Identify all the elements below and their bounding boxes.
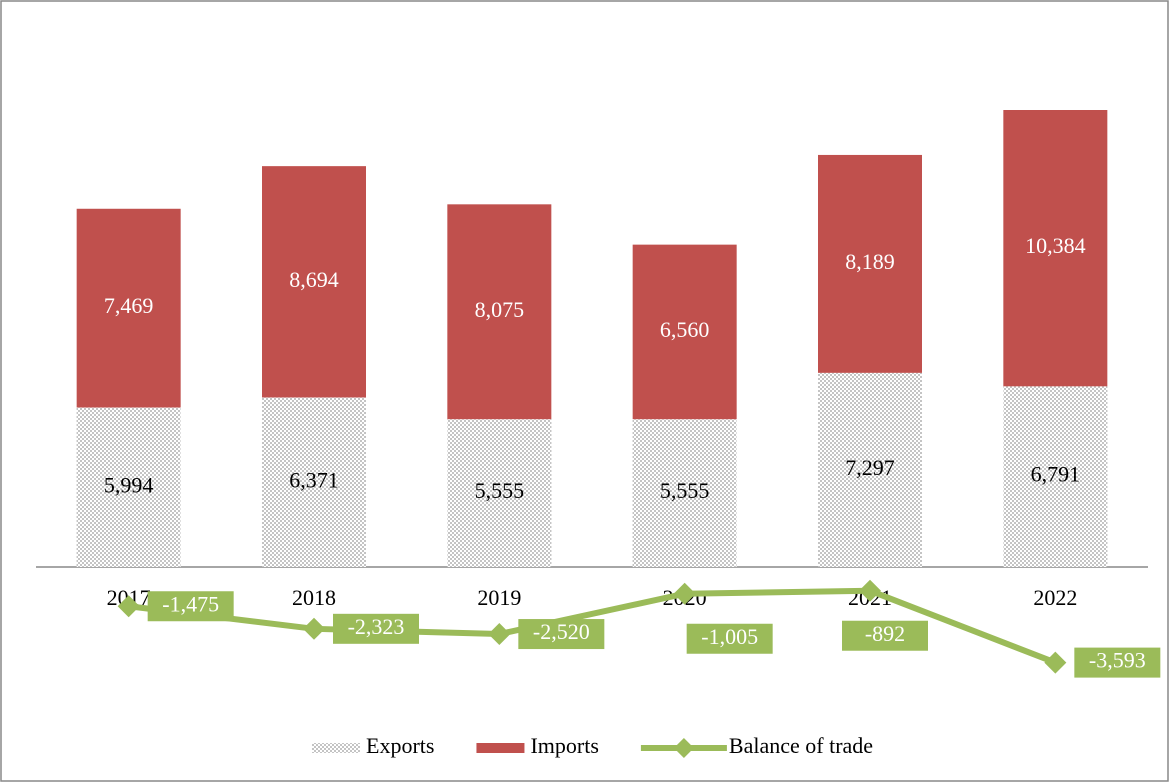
- data-label: -3,593: [1089, 648, 1146, 673]
- legend-swatch: [476, 743, 525, 753]
- legend-swatch: [673, 738, 694, 758]
- data-label: 10,384: [1025, 233, 1086, 258]
- data-label-box: [147, 591, 234, 622]
- bar-segment: [1003, 386, 1108, 567]
- data-label-box: [518, 619, 605, 650]
- line-marker: [1044, 651, 1067, 674]
- data-label: 8,189: [845, 249, 895, 274]
- line-marker: [488, 623, 511, 646]
- bar-segment: [632, 419, 737, 567]
- x-tick-label: 2018: [292, 585, 336, 610]
- bar-segment: [632, 244, 737, 420]
- data-label: 6,371: [289, 467, 339, 492]
- line: [128, 587, 1057, 666]
- data-label: 7,297: [845, 455, 895, 480]
- bar-segment: [447, 204, 552, 420]
- bar-segment: [262, 397, 366, 567]
- data-label: 6,560: [660, 317, 710, 342]
- bar-segment: [447, 419, 552, 567]
- data-label: -1,475: [162, 591, 219, 616]
- data-label: -2,323: [348, 614, 405, 639]
- bar-segment: [818, 154, 922, 373]
- x-tick-label: 2022: [1033, 585, 1077, 610]
- data-label: 7,469: [104, 293, 154, 318]
- x-tick-label: 2019: [477, 585, 521, 610]
- data-label: 8,694: [289, 267, 339, 292]
- data-label: 5,994: [104, 472, 154, 497]
- legend-label: Imports: [530, 733, 598, 758]
- bar-segment: [818, 372, 922, 567]
- data-label: 6,791: [1031, 462, 1081, 487]
- data-label: 5,555: [660, 478, 710, 503]
- line-marker: [117, 595, 140, 618]
- data-label: 5,555: [475, 478, 525, 503]
- data-label-box: [1074, 647, 1161, 678]
- bar-segment: [76, 208, 181, 408]
- bar-segment: [76, 407, 181, 567]
- data-label: 8,075: [475, 297, 525, 322]
- data-label: -1,005: [701, 624, 758, 649]
- data-label-box: [686, 623, 773, 654]
- bar-segment: [1003, 110, 1108, 387]
- data-label-box: [842, 620, 928, 651]
- data-label: -2,520: [533, 619, 590, 644]
- data-label-box: [333, 613, 419, 644]
- legend-swatch: [312, 743, 360, 753]
- line-marker: [859, 579, 881, 602]
- legend-label: Exports: [366, 733, 434, 758]
- bar-segment: [262, 166, 366, 398]
- line-marker: [303, 617, 325, 640]
- line-marker: [673, 582, 696, 605]
- data-label: -892: [865, 621, 905, 646]
- legend-label: Balance of trade: [729, 733, 873, 758]
